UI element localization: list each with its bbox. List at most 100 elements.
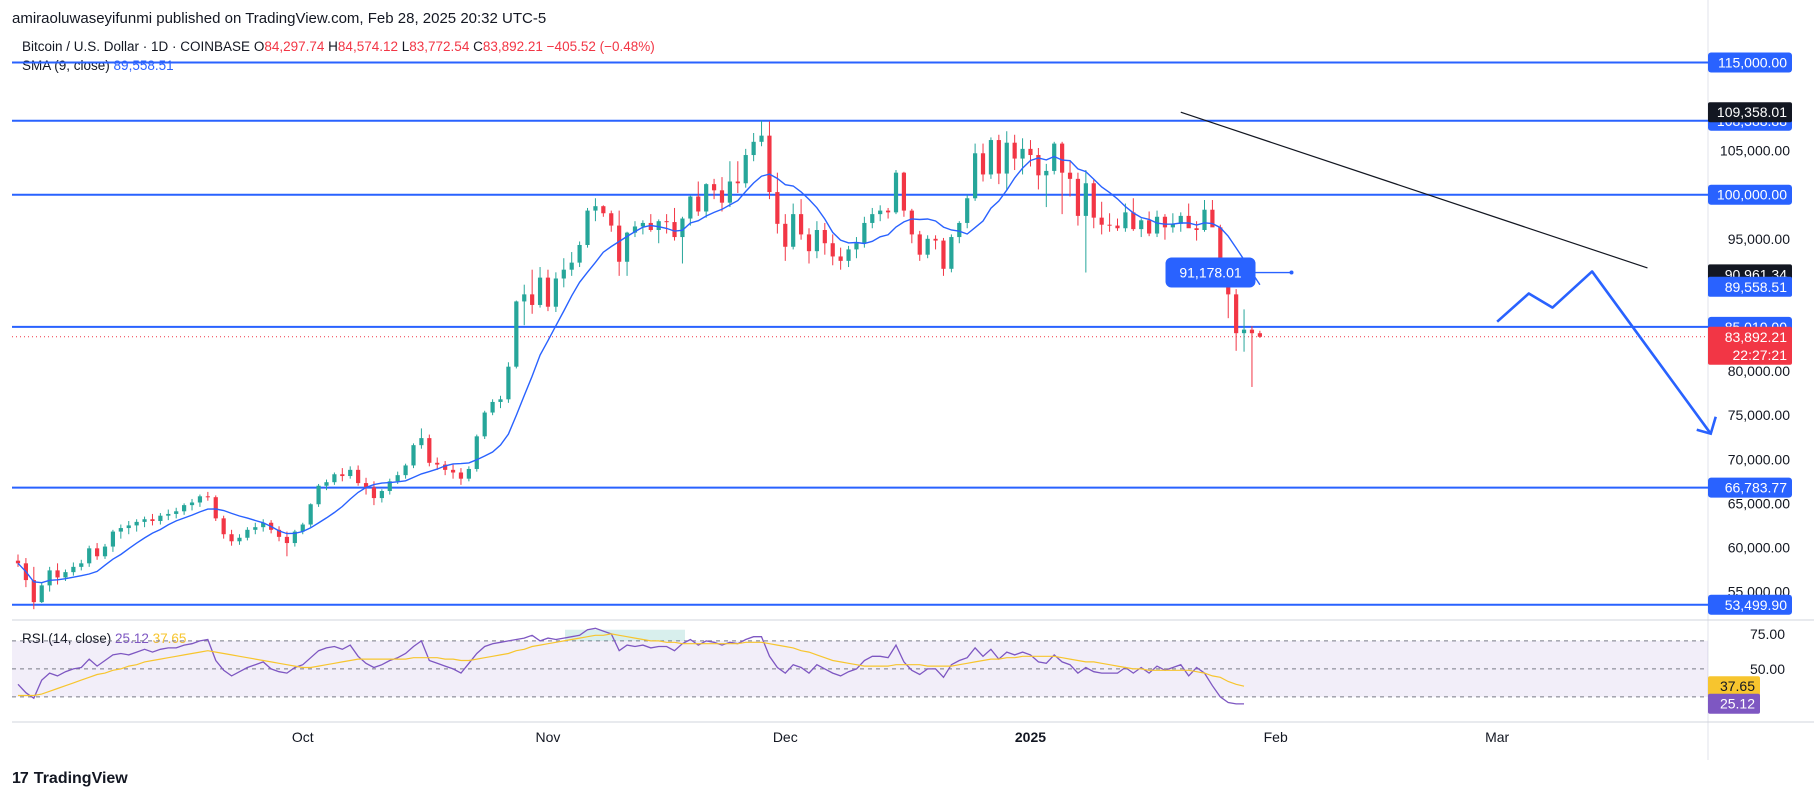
candle <box>498 395 503 409</box>
candle-body <box>1234 294 1239 334</box>
price-chart[interactable]: 115,000.00 105,000.00 100,000.00 95,000.00 9… <box>0 0 1814 760</box>
level-price-tag <box>1708 52 1792 73</box>
candle-body <box>759 135 764 142</box>
candle <box>31 566 36 610</box>
candle-body <box>450 469 456 473</box>
candle <box>1012 134 1017 171</box>
candle-body <box>506 366 511 400</box>
price-tag <box>1708 102 1792 123</box>
candle <box>387 478 392 495</box>
rsi-value: 25.12 <box>115 631 149 646</box>
candle-body <box>609 213 614 226</box>
candle-body <box>150 519 155 521</box>
candle <box>356 465 361 486</box>
candle-body <box>553 278 558 307</box>
rsi-label: RSI (14, close) <box>22 631 112 646</box>
candle-body <box>118 528 123 532</box>
candle <box>925 235 930 259</box>
candle <box>680 216 685 264</box>
candle-body <box>617 225 622 262</box>
candle <box>1234 289 1239 351</box>
time-tick-label: Dec <box>773 729 798 745</box>
candle <box>1036 147 1041 190</box>
candle <box>1139 218 1144 238</box>
candle <box>980 143 986 182</box>
candle <box>1257 330 1262 338</box>
candle-body <box>403 465 408 476</box>
candle-body <box>783 223 788 247</box>
candle-body <box>561 269 566 279</box>
candle-body <box>419 438 424 446</box>
candle <box>284 531 290 557</box>
price-tick-label: 60,000.00 <box>1728 539 1790 555</box>
price-tick-label: 75,000.00 <box>1728 407 1790 423</box>
candle <box>324 479 329 491</box>
candle-body <box>363 483 369 488</box>
candle-body <box>31 580 36 603</box>
candle-body <box>957 222 962 238</box>
candle <box>949 234 954 273</box>
candle <box>822 222 827 255</box>
candle <box>704 183 709 218</box>
candle <box>47 566 52 592</box>
candle <box>775 172 780 234</box>
candle <box>791 203 796 250</box>
candle <box>522 284 527 326</box>
candle-body <box>498 399 503 402</box>
candle-body <box>1210 209 1215 228</box>
candle <box>1052 141 1057 175</box>
candle-body <box>134 521 139 526</box>
tradingview-brand[interactable]: 17 TradingView <box>12 770 128 788</box>
candle-body <box>743 155 748 184</box>
candle-body <box>261 522 266 528</box>
symbol-legend[interactable]: Bitcoin / U.S. Dollar · 1D · COINBASE O8… <box>22 39 655 54</box>
level-price-tag <box>1708 477 1792 498</box>
candle-body <box>822 230 827 244</box>
candle-body <box>356 469 361 484</box>
candle-body <box>348 469 353 477</box>
candle-body <box>379 491 384 499</box>
projection-path <box>1496 270 1712 435</box>
candle-body <box>688 196 693 219</box>
candle-body <box>126 525 131 529</box>
time-tick-label: Mar <box>1485 729 1509 745</box>
candle-body <box>862 222 867 244</box>
candle <box>1060 141 1065 215</box>
candle <box>189 498 195 511</box>
candle <box>1147 211 1152 237</box>
candle-body <box>949 237 954 269</box>
candle <box>798 199 804 240</box>
candle <box>1091 179 1096 229</box>
candle-body <box>941 240 946 269</box>
candle <box>577 241 582 268</box>
candle-body <box>1178 215 1183 224</box>
candle-body <box>102 546 108 557</box>
candle <box>490 399 495 416</box>
candle-body <box>79 563 84 567</box>
candle-body <box>996 140 1001 174</box>
candle-body <box>443 464 448 470</box>
candle <box>727 161 732 208</box>
candle-body <box>672 222 677 238</box>
candle <box>95 543 100 560</box>
candle-body <box>237 537 242 542</box>
candle-body <box>1004 142 1009 174</box>
candle-body <box>624 232 630 262</box>
candle <box>1067 161 1073 197</box>
annotation-box <box>1165 257 1256 288</box>
candle-body <box>1249 329 1255 334</box>
candle-body <box>221 518 226 535</box>
time-tick-label: Feb <box>1264 729 1288 745</box>
candle-body <box>411 445 416 466</box>
candle <box>1107 213 1112 232</box>
rsi-legend[interactable]: RSI (14, close) 25.12 37.65 <box>22 631 186 646</box>
rsi-line <box>17 627 1244 705</box>
candle-body <box>711 184 717 191</box>
candle-body <box>47 570 52 586</box>
candle <box>830 234 835 266</box>
candle-body <box>798 214 804 235</box>
candle-body <box>806 234 812 252</box>
descending-trendline <box>1180 111 1648 269</box>
candle <box>506 362 511 403</box>
candle <box>348 466 353 479</box>
